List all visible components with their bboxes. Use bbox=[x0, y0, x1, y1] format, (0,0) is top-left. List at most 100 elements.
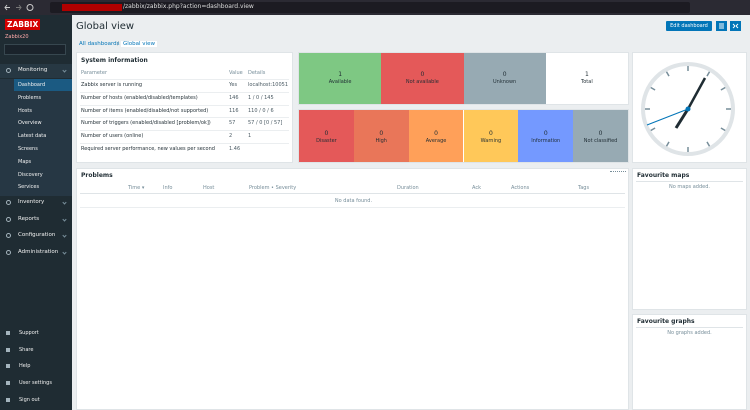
page-title: Global view bbox=[76, 21, 135, 32]
submenu-item[interactable]: Screens bbox=[18, 146, 38, 152]
menu-item[interactable]: Configuration bbox=[18, 232, 56, 238]
logo[interactable]: ZABBIX bbox=[5, 19, 41, 30]
submenu-item[interactable]: Hosts bbox=[18, 107, 32, 114]
status-label: Total bbox=[581, 79, 593, 85]
status-label: Not classified bbox=[583, 138, 618, 144]
menu-item[interactable]: Reports bbox=[18, 216, 40, 222]
status-label: Average bbox=[425, 138, 447, 144]
status-box[interactable]: 0 Disaster bbox=[299, 110, 354, 162]
problems-widget: Problems Time ▾ Info Host Problem • Severity… bbox=[76, 168, 629, 410]
submenu-item[interactable]: Latest data bbox=[18, 133, 47, 140]
status-box[interactable]: 0 Warning bbox=[463, 110, 519, 162]
widget-menu[interactable] bbox=[610, 171, 626, 178]
status-label: Available bbox=[328, 79, 352, 85]
breadcrumb: All dashboards / Global view bbox=[76, 41, 157, 50]
footer-item[interactable]: Help bbox=[19, 363, 31, 370]
submenu-bg bbox=[0, 79, 72, 197]
menu-item[interactable]: Monitoring bbox=[18, 67, 48, 73]
header-separator bbox=[636, 327, 743, 328]
footer-item[interactable]: Share bbox=[19, 346, 34, 353]
status-label: Information bbox=[531, 138, 561, 144]
status-box[interactable]: 0 Information bbox=[518, 110, 574, 162]
widget-title: Problems bbox=[81, 172, 113, 179]
column-header: Actions bbox=[511, 185, 530, 191]
row-separator bbox=[80, 117, 289, 119]
status-count: 0 bbox=[598, 130, 603, 137]
menu-item[interactable]: Administration bbox=[18, 249, 59, 255]
submenu-item[interactable]: Dashboard bbox=[18, 82, 46, 88]
status-box[interactable]: 1 Available bbox=[299, 53, 382, 104]
server-name: Zabbix20 bbox=[5, 34, 29, 40]
table-cell: Required server performance, new values … bbox=[81, 146, 215, 152]
breadcrumb-current[interactable]: Global view bbox=[121, 41, 157, 47]
system-information-widget: System information Parameter Value Details Z… bbox=[76, 52, 293, 163]
submenu-selected bbox=[14, 79, 72, 91]
empty-message: No graphs added. bbox=[667, 330, 712, 336]
search-field[interactable] bbox=[4, 44, 66, 55]
table-cell: 57 bbox=[229, 120, 236, 127]
sidebar: ZABBIX Zabbix20 Monitoring Dashboard Problem… bbox=[0, 15, 72, 410]
submenu-item[interactable]: Discovery bbox=[18, 171, 43, 178]
row-separator bbox=[80, 143, 289, 144]
header-separator bbox=[80, 193, 625, 194]
column-header: Details bbox=[248, 70, 266, 76]
menu-arrow bbox=[62, 250, 67, 255]
menu-icon bbox=[6, 68, 11, 73]
column-header: Info bbox=[163, 185, 173, 191]
clock-face bbox=[641, 62, 735, 156]
widget-title: Favourite graphs bbox=[637, 318, 695, 325]
status-count: 0 bbox=[379, 130, 384, 137]
table-cell: 2 bbox=[229, 133, 233, 140]
widget-title: System information bbox=[81, 57, 148, 64]
column-header: Parameter bbox=[81, 70, 108, 76]
menu-item[interactable]: Inventory bbox=[18, 199, 45, 205]
status-box[interactable]: 1 Total bbox=[545, 53, 628, 104]
table-cell: 57 / 0 [0 / 57] bbox=[248, 120, 283, 127]
menu-arrow bbox=[62, 217, 67, 222]
table-cell: 1 / 0 / 145 bbox=[248, 94, 274, 101]
status-label: Not available bbox=[405, 79, 439, 85]
favourite-maps-widget: Favourite maps No maps added. bbox=[632, 168, 747, 310]
submenu-item[interactable]: Problems bbox=[18, 94, 42, 101]
menu-icon bbox=[6, 233, 11, 238]
widget-title: Favourite maps bbox=[637, 172, 690, 179]
menu-icon bbox=[6, 250, 11, 255]
column-header: Tags bbox=[578, 185, 590, 191]
status-count: 0 bbox=[502, 71, 507, 78]
status-count: 0 bbox=[543, 130, 548, 137]
status-box[interactable]: 0 Not available bbox=[381, 53, 464, 104]
column-header[interactable]: Time ▾ bbox=[128, 185, 145, 191]
footer-icon bbox=[6, 331, 10, 335]
menu-icon bbox=[6, 200, 11, 205]
status-count: 0 bbox=[324, 130, 329, 137]
host-availability-widget: 1 Available 0 Not available 0 Unknown 1 Total bbox=[298, 52, 629, 105]
status-box[interactable]: 0 Not classified bbox=[573, 110, 628, 162]
view-buttons[interactable] bbox=[716, 21, 742, 31]
column-header: Duration bbox=[397, 185, 419, 191]
submenu-item[interactable]: Services bbox=[18, 184, 40, 191]
row-separator bbox=[80, 91, 289, 93]
edit-dashboard-button[interactable]: Edit dashboard bbox=[666, 21, 712, 31]
status-label: High bbox=[375, 138, 387, 144]
status-count: 1 bbox=[584, 71, 589, 78]
submenu-item[interactable]: Overview bbox=[18, 120, 42, 127]
footer-item[interactable]: Support bbox=[19, 330, 39, 336]
submenu-item[interactable]: Maps bbox=[18, 158, 32, 165]
menu-arrow bbox=[62, 200, 67, 205]
status-box[interactable]: 0 High bbox=[353, 110, 409, 162]
empty-message: No maps added. bbox=[669, 184, 710, 190]
status-box[interactable]: 0 Unknown bbox=[463, 53, 546, 104]
footer-item[interactable]: User settings bbox=[19, 380, 52, 387]
table-cell: 1 bbox=[248, 133, 252, 140]
breadcrumb-link[interactable]: All dashboards bbox=[79, 41, 120, 47]
nav-icons bbox=[4, 4, 34, 11]
status-label: Unknown bbox=[493, 79, 517, 85]
status-box[interactable]: 0 Average bbox=[408, 110, 464, 162]
menu-arrow bbox=[62, 233, 67, 238]
url-field[interactable] bbox=[50, 2, 690, 13]
row-separator bbox=[80, 104, 289, 106]
menu-icon bbox=[6, 217, 11, 222]
footer-item[interactable]: Sign out bbox=[19, 396, 40, 403]
